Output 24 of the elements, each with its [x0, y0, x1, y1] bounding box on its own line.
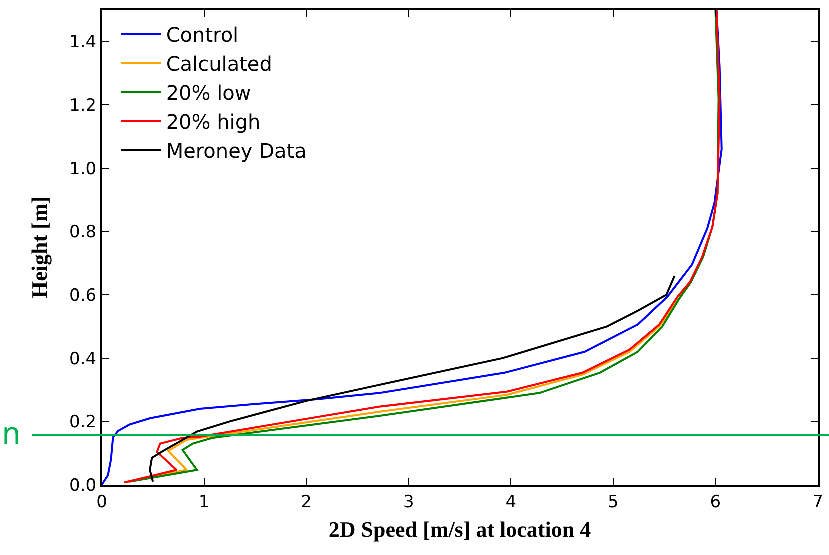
legend-label: 20% high [166, 110, 261, 134]
y-axis-title: Height [m] [27, 196, 52, 299]
x-tick-label: 0 [96, 492, 108, 512]
x-tick-label: 3 [403, 492, 414, 512]
y-tick-label: 1.4 [70, 32, 97, 53]
x-tick-label: 7 [812, 492, 824, 512]
y-tick-label: 0.2 [70, 412, 97, 433]
y-tick-label: 0.4 [70, 349, 97, 370]
x-tick-label: 2 [301, 492, 312, 512]
x-tick-label: 5 [608, 492, 619, 512]
ref-line-label: n [2, 417, 22, 452]
y-tick-label: 1.0 [70, 159, 97, 180]
x-axis-title: 2D Speed [m/s] at location 4 [328, 516, 592, 542]
legend-label: Control [166, 23, 239, 48]
y-tick-label: 0.8 [70, 222, 97, 243]
x-tick-label: 6 [710, 492, 722, 512]
legend-label: Meroney Data [166, 139, 307, 164]
y-tick-label: 0.6 [70, 286, 97, 306]
x-tick-label: 4 [506, 492, 517, 512]
legend-label: Calculated [166, 52, 272, 76]
legend-label: 20% low [166, 81, 252, 106]
x-tick-label: 1 [198, 492, 210, 512]
y-tick-label: 0.0 [70, 476, 97, 496]
y-tick-label: 1.2 [70, 96, 97, 116]
